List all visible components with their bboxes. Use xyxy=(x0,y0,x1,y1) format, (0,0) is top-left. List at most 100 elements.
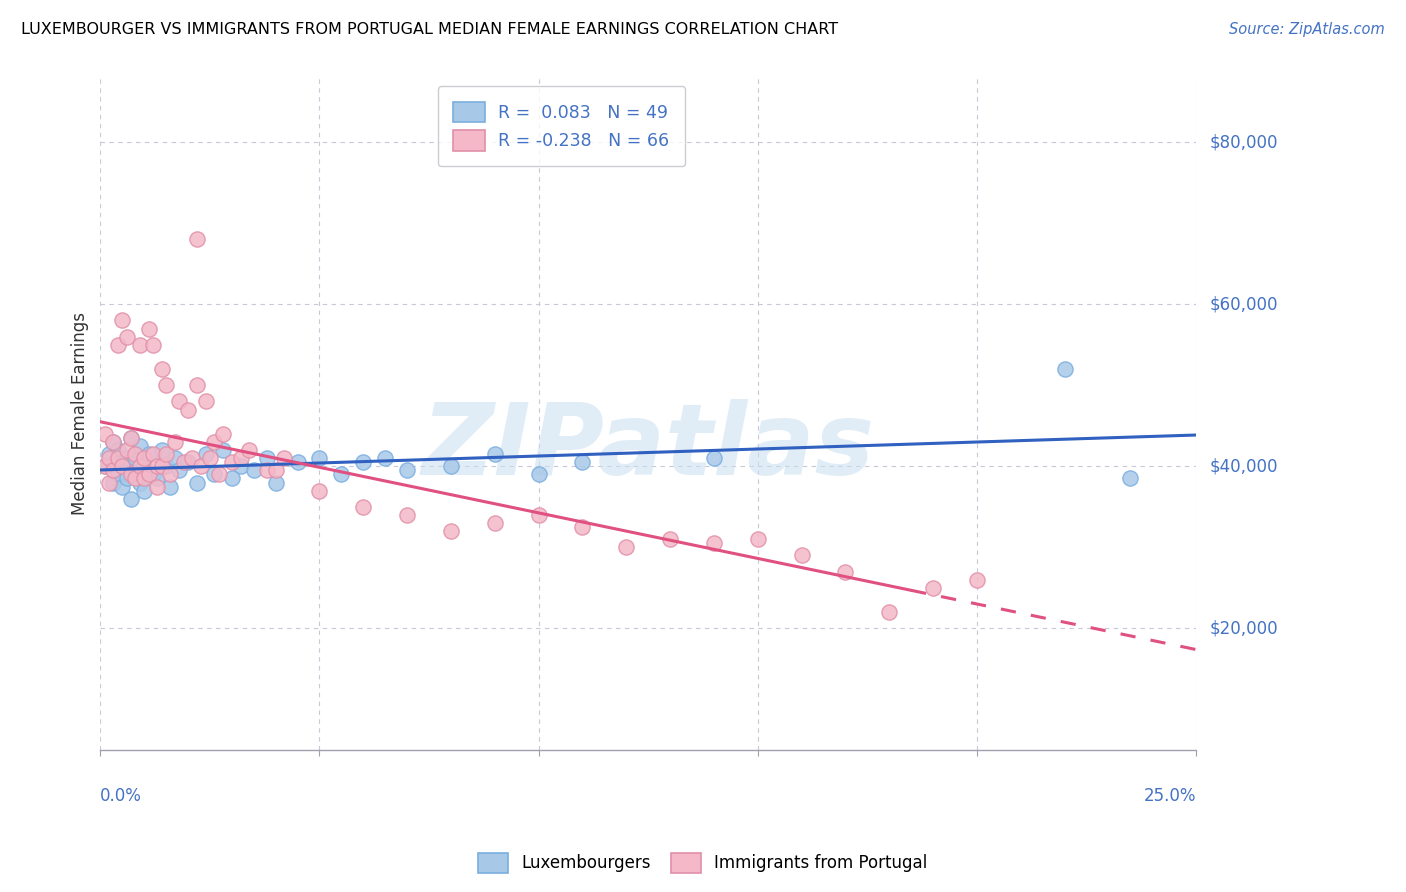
Point xyxy=(190,459,212,474)
Point xyxy=(440,459,463,474)
Point xyxy=(186,475,208,490)
Point xyxy=(186,232,208,246)
Point xyxy=(614,541,637,555)
Point xyxy=(163,435,186,450)
Point xyxy=(238,443,260,458)
Point xyxy=(352,455,374,469)
Point xyxy=(134,451,156,466)
Point xyxy=(93,459,115,474)
Point xyxy=(396,463,419,477)
Point xyxy=(128,439,150,453)
Point xyxy=(163,451,186,466)
Point xyxy=(124,471,146,485)
Point xyxy=(167,463,190,477)
Point xyxy=(107,451,129,466)
Text: $20,000: $20,000 xyxy=(1211,619,1278,638)
Point xyxy=(229,459,252,474)
Point xyxy=(659,533,682,547)
Point xyxy=(107,467,129,482)
Point xyxy=(103,435,125,450)
Point xyxy=(120,491,142,506)
Point xyxy=(93,426,115,441)
Point xyxy=(264,463,287,477)
Point xyxy=(527,508,550,522)
Point xyxy=(202,467,225,482)
Point xyxy=(440,524,463,538)
Point xyxy=(703,451,725,466)
Point xyxy=(1119,471,1142,485)
Text: $60,000: $60,000 xyxy=(1211,295,1278,313)
Point xyxy=(155,447,177,461)
Point xyxy=(124,463,146,477)
Point xyxy=(115,451,138,466)
Point xyxy=(103,463,125,477)
Point xyxy=(120,431,142,445)
Point xyxy=(256,463,278,477)
Point xyxy=(194,394,217,409)
Text: Source: ZipAtlas.com: Source: ZipAtlas.com xyxy=(1229,22,1385,37)
Text: LUXEMBOURGER VS IMMIGRANTS FROM PORTUGAL MEDIAN FEMALE EARNINGS CORRELATION CHAR: LUXEMBOURGER VS IMMIGRANTS FROM PORTUGAL… xyxy=(21,22,838,37)
Point xyxy=(273,451,295,466)
Point xyxy=(396,508,419,522)
Text: 25.0%: 25.0% xyxy=(1143,787,1197,805)
Point xyxy=(98,451,121,466)
Point xyxy=(107,443,129,458)
Point xyxy=(484,447,506,461)
Point xyxy=(208,467,231,482)
Point xyxy=(155,459,177,474)
Point xyxy=(177,402,200,417)
Point xyxy=(128,338,150,352)
Point xyxy=(1053,362,1076,376)
Point xyxy=(111,459,134,474)
Y-axis label: Median Female Earnings: Median Female Earnings xyxy=(72,312,89,516)
Point xyxy=(256,451,278,466)
Point xyxy=(159,479,181,493)
Point xyxy=(242,463,264,477)
Text: $40,000: $40,000 xyxy=(1211,458,1278,475)
Point xyxy=(747,533,769,547)
Point xyxy=(124,447,146,461)
Text: 0.0%: 0.0% xyxy=(100,787,142,805)
Point xyxy=(834,565,856,579)
Point xyxy=(966,573,988,587)
Point xyxy=(922,581,945,595)
Point xyxy=(484,516,506,530)
Point xyxy=(115,471,138,485)
Point xyxy=(181,451,204,466)
Point xyxy=(98,447,121,461)
Point xyxy=(150,443,173,458)
Point xyxy=(111,455,134,469)
Point xyxy=(138,467,160,482)
Point xyxy=(134,471,156,485)
Point xyxy=(103,475,125,490)
Point xyxy=(93,459,115,474)
Point xyxy=(142,447,165,461)
Point xyxy=(877,605,900,619)
Point xyxy=(571,455,593,469)
Point xyxy=(221,455,243,469)
Text: ZIPatlas: ZIPatlas xyxy=(422,399,875,496)
Point xyxy=(103,435,125,450)
Point xyxy=(120,467,142,482)
Point xyxy=(330,467,353,482)
Point xyxy=(146,479,169,493)
Legend: Luxembourgers, Immigrants from Portugal: Luxembourgers, Immigrants from Portugal xyxy=(471,847,935,880)
Point xyxy=(173,455,195,469)
Point xyxy=(146,471,169,485)
Point xyxy=(352,500,374,514)
Point xyxy=(202,435,225,450)
Point xyxy=(115,329,138,343)
Point xyxy=(198,451,221,466)
Point xyxy=(142,467,165,482)
Point xyxy=(124,451,146,466)
Point xyxy=(138,321,160,335)
Point xyxy=(212,426,235,441)
Point xyxy=(150,459,173,474)
Point xyxy=(159,467,181,482)
Point xyxy=(120,431,142,445)
Point xyxy=(142,338,165,352)
Point xyxy=(115,443,138,458)
Point xyxy=(111,313,134,327)
Point xyxy=(134,483,156,498)
Point xyxy=(138,447,160,461)
